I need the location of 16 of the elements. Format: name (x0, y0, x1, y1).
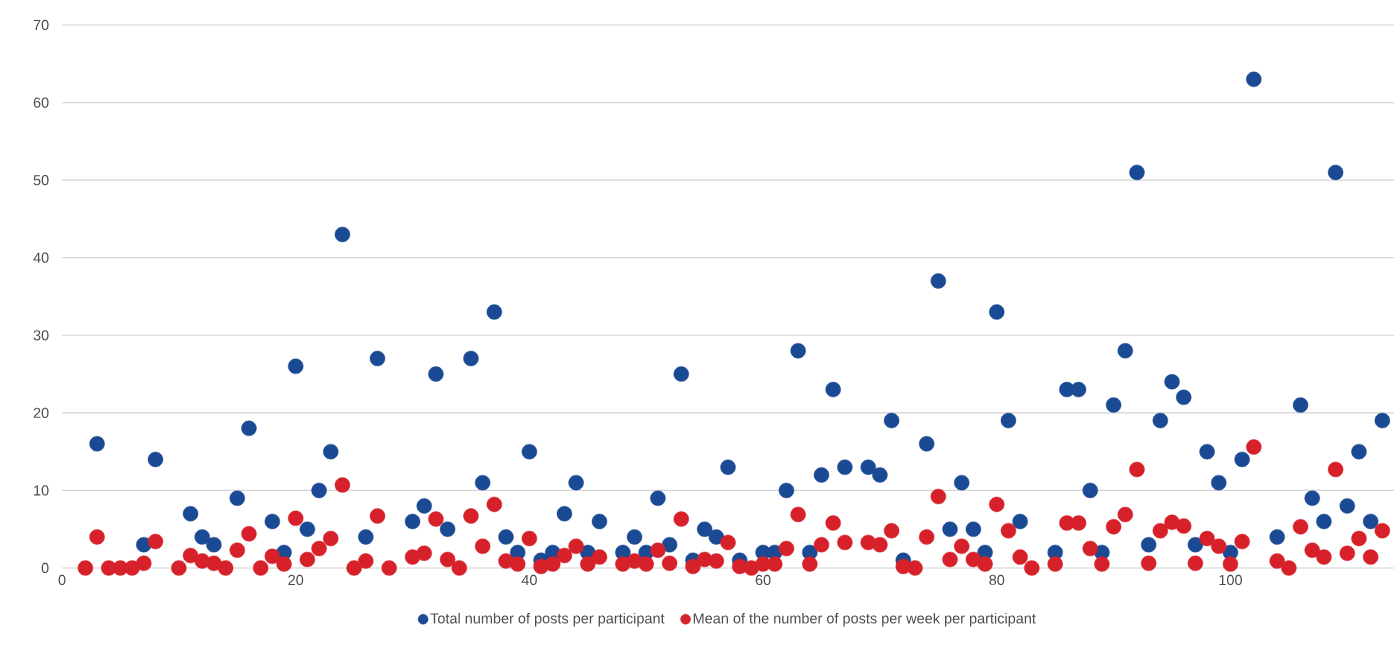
x-tick-label: 100 (1219, 574, 1242, 586)
y-tick-label: 60 (33, 97, 49, 108)
legend-label: Total number of posts per participant (430, 612, 665, 627)
y-tick-label: 40 (33, 252, 49, 263)
y-tick-label: 10 (34, 485, 49, 496)
y-tick-label: 50 (33, 175, 49, 186)
x-tick-label: 80 (989, 574, 1005, 586)
y-tick-label: 70 (33, 19, 49, 31)
y-tick-label: 0 (41, 562, 49, 574)
legend-label: Mean of the number of posts per week per participant (693, 612, 1036, 627)
y-tick-label: 20 (33, 407, 49, 418)
x-tick-label: 40 (521, 574, 537, 586)
x-tick-label: 0 (58, 574, 66, 586)
y-tick-label: 30 (33, 330, 49, 341)
x-tick-label: 20 (288, 574, 304, 586)
x-tick-label: 60 (755, 574, 771, 586)
